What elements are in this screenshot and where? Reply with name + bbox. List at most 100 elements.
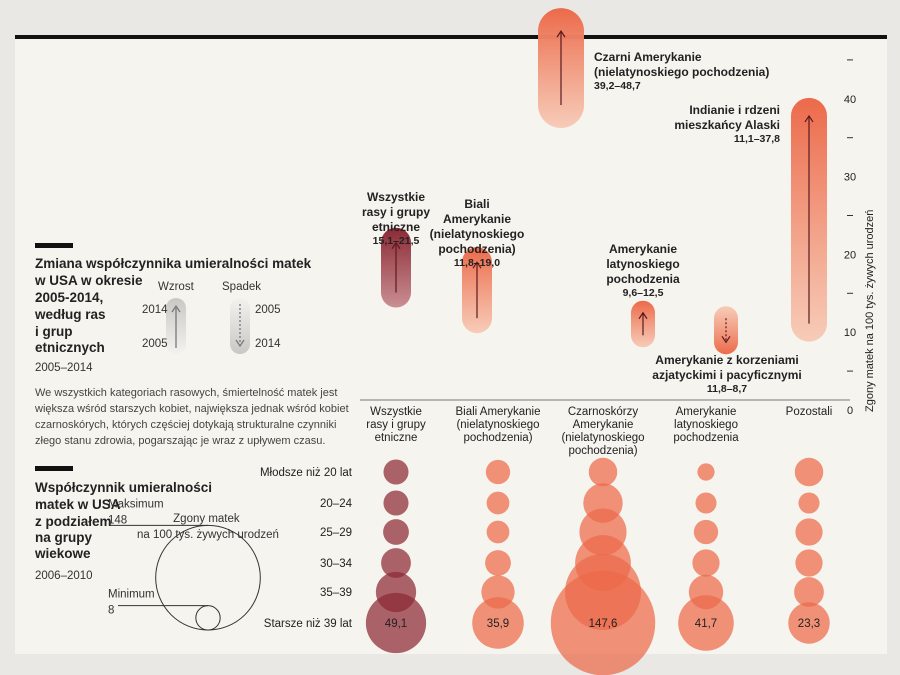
range-value-label: 15,1–21,5 [373,235,420,247]
legend-decrease-end: 2014 [255,338,281,350]
bubble [550,570,656,675]
size-legend-max-value: 148 [108,514,127,526]
column-label: Pozostali [786,406,833,418]
legend-increase-start: 2014 [142,304,168,316]
size-legend-title: Zgony matek na 100 tys. żywych urodzeń [137,513,279,541]
size-legend: Maksimum 148 Minimum 8 [108,498,261,631]
bubble-chart: Młodsze niż 20 lat 20–24 25–29 30–34 35–39 St… [260,406,832,675]
main-panel [15,37,887,654]
bubble [485,550,511,576]
range-label: Amerykanie z korzeniami azjatyckimi i pac… [652,353,801,382]
bubble [678,595,734,651]
bubble [383,490,409,516]
column-label: Amerykanie latynoskiego pochodzenia [673,406,739,444]
y-tick-label: 20 [844,249,856,261]
range-series: Amerykanie z korzeniami azjatyckimi i pac… [652,306,802,395]
note-text: We wszystkich kategoriach rasowych, śmie… [34,387,352,447]
bubble [486,520,510,544]
bubble [472,597,524,649]
y-tick-label: 0 [847,405,853,417]
range-arrowhead [472,261,482,269]
size-legend-min-value: 8 [108,605,114,617]
y-axis-label: Zgony matek na 100 tys. żywych urodzeń [864,210,876,412]
range-value-label: 11,8–19,0 [454,257,500,269]
bubble-value-label: 49,1 [385,618,407,630]
row-label: 30–34 [320,558,353,570]
range-label: Amerykanie latynoskiego pochodzenia [606,242,680,286]
range-value-label: 11,8–8,7 [707,383,747,395]
y-tick-label: 10 [844,327,856,339]
bubble-column: Amerykanie latynoskiego pochodzenia 41,7 [673,406,739,651]
bubble [794,577,824,607]
bubble [692,549,720,577]
top-rule [15,35,887,39]
range-series: Biali Amerykanie (nielatynoskiego pochodzen… [430,197,525,334]
row-label: 20–24 [320,498,353,510]
range-bars: Wszystkie rasy i grupy etniczne15,1–21,5Bi… [362,8,827,395]
y-axis: 0 10 20 30 40 [844,59,856,417]
legend-decrease-label: Spadek [222,281,261,293]
legend-increase-label: Wzrost [158,281,195,293]
range-label: Wszystkie rasy i grupy etniczne [362,190,430,234]
bubble [485,459,511,485]
row-label: Starsze niż 39 lat [264,618,353,630]
range-arrowhead [391,241,401,250]
bubble-value-label: 35,9 [487,618,509,630]
bubble-value-label: 23,3 [798,618,820,630]
section2-title: Współczynnik umieralności matek w USA z … [34,480,216,561]
column-label: Czarnoskórzy Amerykanie (nielatynoskiego po… [561,406,644,457]
bubble [794,457,824,487]
bubble [588,457,618,487]
range-label: Czarni Amerykanie (nielatynoskiego pochod… [594,50,769,79]
bubble [383,519,409,545]
bubble [693,519,719,545]
bubble [788,602,830,644]
range-value-label: 11,1–37,8 [734,133,780,145]
section1-years: 2005–2014 [35,362,93,374]
legend-decrease-start: 2005 [255,304,281,316]
bubble [795,518,823,546]
bubble [486,491,510,515]
bubble [383,459,409,485]
range-arrowhead [721,335,731,344]
bubble-column: Biali Amerykanie (nielatynoskiego pochodze… [455,406,541,649]
bubble-value-label: 41,7 [695,618,717,630]
legend-increase-end: 2005 [142,338,168,350]
range-arrowhead [804,114,814,123]
bubble-column: Czarnoskórzy Amerykanie (nielatynoskiego po… [550,406,656,675]
bubble [798,492,820,514]
size-legend-max-label: Maksimum [108,498,164,510]
bubble [695,492,717,514]
bubble [381,548,411,578]
range-series: Amerykanie latynoskiego pochodzenia9,6–12,… [606,242,680,348]
row-label: 35–39 [320,587,352,599]
section2-years: 2006–2010 [35,570,93,582]
row-label: 25–29 [320,527,352,539]
section1-marker [35,243,73,248]
bubble-column: Pozostali 23,3 [786,406,833,644]
range-series: Indianie i rdzeni mieszkańcy Alaski11,1–3… [674,97,827,342]
size-legend-min-label: Minimum [108,589,155,601]
y-tick-label: 30 [844,172,856,184]
range-value-label: 39,2–48,7 [594,80,641,92]
column-label: Wszystkie rasy i grupy etniczne [366,406,426,444]
range-arrowhead [638,311,648,320]
bubble-value-label: 147,6 [589,618,618,630]
bubble [697,463,715,481]
section2-marker [35,466,73,471]
range-label: Indianie i rdzeni mieszkańcy Alaski [674,103,780,132]
bubble [795,549,823,577]
range-series: Czarni Amerykanie (nielatynoskiego pochod… [538,8,769,129]
y-tick-label: 40 [844,94,856,106]
range-value-label: 9,6–12,5 [623,287,664,299]
column-label: Biali Amerykanie (nielatynoskiego pochodze… [455,406,540,444]
range-label: Biali Amerykanie (nielatynoskiego pochodzen… [430,197,525,256]
bubble [365,592,427,654]
bubble-column: Wszystkie rasy i grupy etniczne 49,1 [365,406,427,654]
range-arrowhead [556,30,566,38]
section1-title: Zmiana współczynnika umieralności matek … [34,256,315,355]
row-label: Młodsze niż 20 lat [260,467,353,479]
